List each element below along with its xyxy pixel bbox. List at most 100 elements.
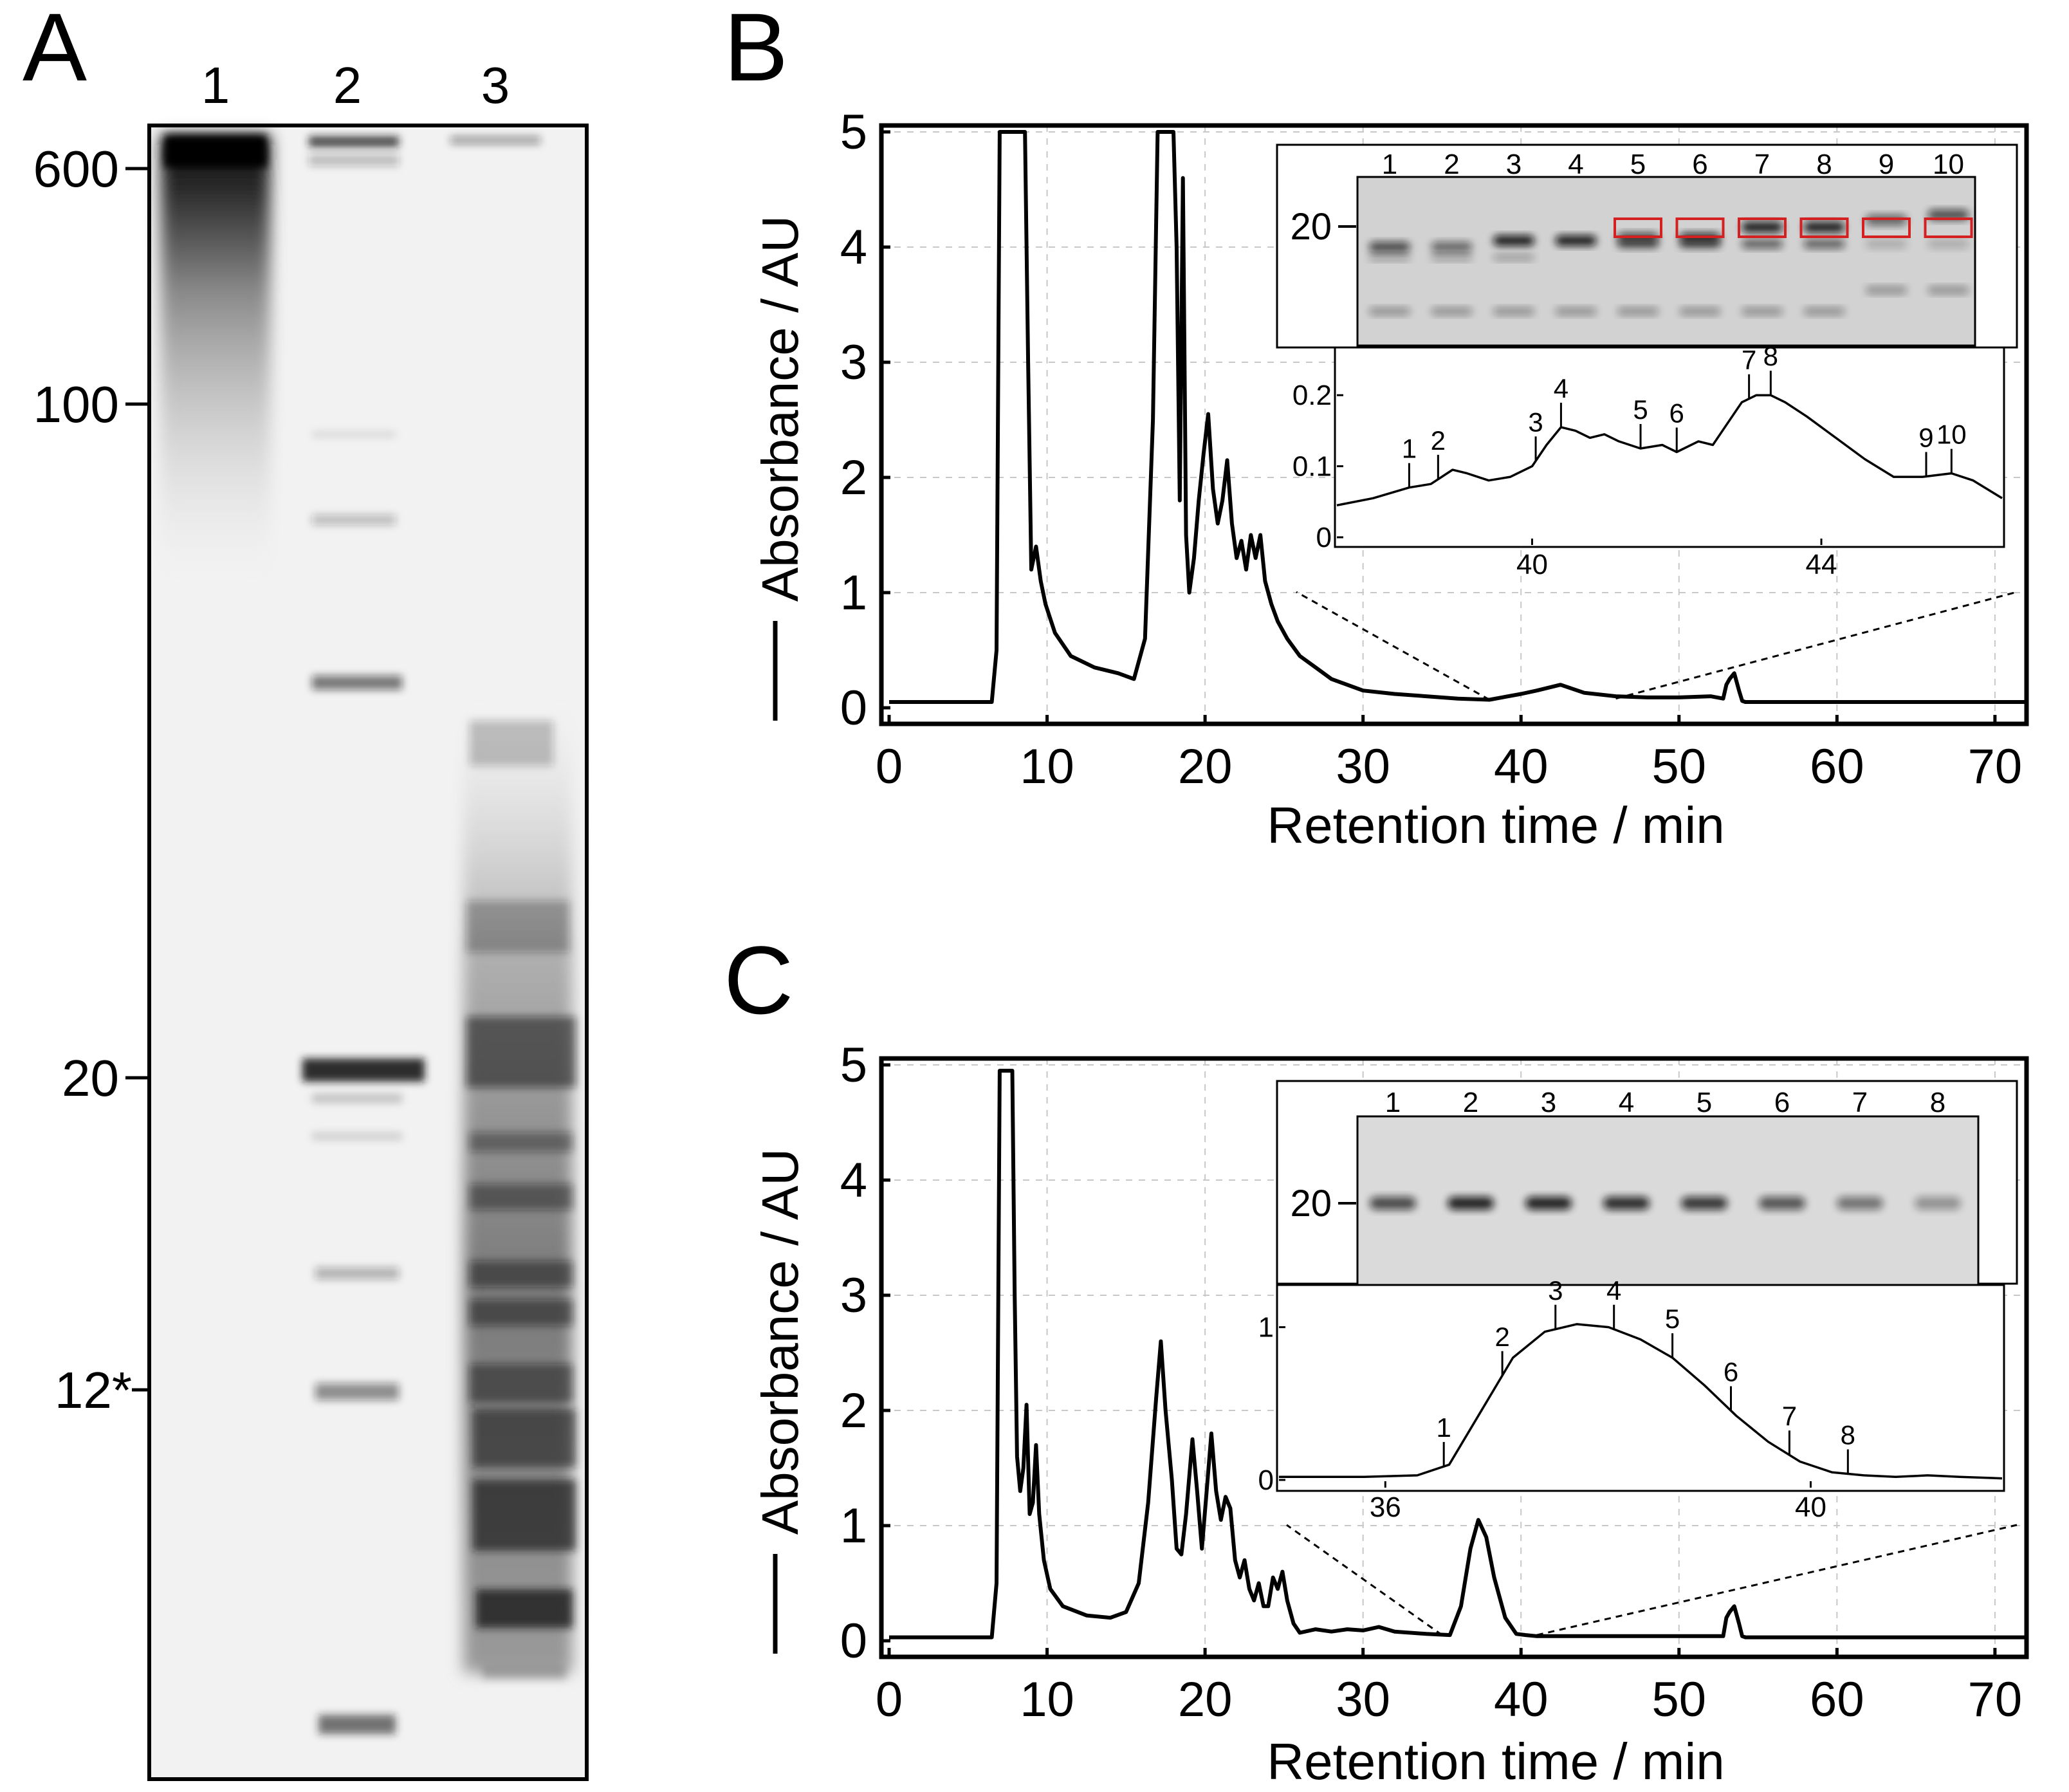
inset-x-tick-label: 36 bbox=[1370, 1492, 1401, 1523]
trace-inset-b-frame bbox=[1334, 346, 2005, 548]
x-tick-label: 20 bbox=[1178, 739, 1233, 794]
inset-y-tick-label: 0.2 bbox=[1292, 380, 1332, 411]
gel-band bbox=[312, 1132, 402, 1140]
gel-band bbox=[1369, 242, 1410, 252]
gel-band bbox=[470, 1364, 573, 1403]
chart-c-xlabel: Retention time / min bbox=[1267, 1733, 1724, 1790]
gel-band bbox=[1915, 1197, 1961, 1210]
gel-band bbox=[450, 136, 540, 144]
y-tick-label: 2 bbox=[840, 1383, 867, 1438]
gel-band bbox=[1369, 254, 1410, 261]
marker-label-12: 12* bbox=[55, 1362, 132, 1419]
x-tick-label: 40 bbox=[1494, 1672, 1549, 1727]
chart-c-frame bbox=[879, 1056, 2029, 1659]
fraction-label: 9 bbox=[1918, 422, 1933, 452]
trace-inset-c-ticks: 36 40 0 1 bbox=[1258, 1312, 1826, 1523]
gel-lane-label: 8 bbox=[1816, 149, 1832, 180]
chart-b-ylabel: Absorbance / AU bbox=[751, 216, 809, 602]
y-tick-label: 0 bbox=[840, 1614, 867, 1668]
zoom-line-left bbox=[1286, 1524, 1443, 1636]
gel-band bbox=[318, 1715, 396, 1734]
lane-label-3: 3 bbox=[481, 57, 510, 114]
gel-lane-label: 8 bbox=[1930, 1087, 1945, 1118]
y-tick-label: 2 bbox=[840, 450, 867, 505]
gel-highlight-box bbox=[1614, 217, 1662, 238]
gel-band bbox=[309, 136, 399, 147]
y-tick-label: 3 bbox=[840, 335, 867, 390]
gel-lane-label: 3 bbox=[1506, 149, 1522, 180]
fraction-label: 6 bbox=[1724, 1356, 1738, 1387]
gel-lane-label: 7 bbox=[1852, 1087, 1868, 1118]
inset-x-tick-label: 40 bbox=[1516, 549, 1548, 580]
gel-band bbox=[470, 1261, 573, 1287]
chart-c-gel-inset: 1 2 3 4 5 6 7 8 20 bbox=[1276, 1080, 2018, 1286]
y-tick-label: 4 bbox=[840, 1153, 867, 1208]
gel-lane-label: 1 bbox=[1385, 1087, 1401, 1118]
gel-inset-b-lanes: 1 2 3 4 5 6 7 8 9 10 bbox=[1369, 149, 1973, 315]
gel-band bbox=[1742, 308, 1783, 315]
x-tick-label: 10 bbox=[1020, 739, 1074, 794]
gel-highlight-box bbox=[1862, 217, 1911, 238]
y-tick-label: 1 bbox=[840, 1499, 867, 1553]
gel-lane-label: 6 bbox=[1774, 1087, 1790, 1118]
fraction-label: 5 bbox=[1665, 1304, 1680, 1334]
gel-lane-label: 2 bbox=[1463, 1087, 1478, 1118]
gel-lane-label: 1 bbox=[1382, 149, 1397, 180]
trace-inset-b-ticks: 40 44 0 0.1 0.2 bbox=[1292, 380, 1837, 580]
fraction-label: 3 bbox=[1548, 1275, 1563, 1306]
x-tick-label: 30 bbox=[1336, 1672, 1390, 1727]
x-tick-label: 50 bbox=[1652, 1672, 1707, 1727]
zoom-line-right bbox=[1615, 591, 2018, 700]
chart-c-zoom-lines bbox=[1286, 1524, 2018, 1636]
gel-band bbox=[1803, 222, 1845, 232]
panel-c-label: C bbox=[724, 926, 793, 1034]
y-tick-label: 5 bbox=[840, 1038, 867, 1093]
chart-b-trace-inset: 40 44 0 0.1 0.2 1 2 34 5 6 7 8 9 10 bbox=[1292, 341, 2005, 580]
gel-band bbox=[470, 1132, 573, 1152]
chart-b-zoom-lines bbox=[1296, 591, 2018, 701]
gel-band bbox=[302, 1058, 425, 1082]
gel-band bbox=[1431, 242, 1473, 252]
gel-a-lane1-smear bbox=[161, 135, 270, 586]
chart-b-frame bbox=[879, 123, 2029, 726]
gel-lane-label: 9 bbox=[1879, 149, 1894, 180]
fraction-label: 5 bbox=[1633, 394, 1648, 425]
fraction-label: 4 bbox=[1554, 373, 1568, 403]
gel-band bbox=[476, 1589, 573, 1628]
gel-lane-label: 7 bbox=[1754, 149, 1770, 180]
gel-lane-label: 2 bbox=[1444, 149, 1459, 180]
gel-band bbox=[1742, 239, 1783, 248]
x-tick-label: 50 bbox=[1652, 739, 1707, 794]
lane-label-2: 2 bbox=[333, 57, 362, 114]
inset-y-tick-label: 0 bbox=[1316, 522, 1332, 553]
fraction-label: 7 bbox=[1782, 1401, 1797, 1431]
fraction-label: 6 bbox=[1669, 398, 1684, 429]
fraction-label: 8 bbox=[1763, 341, 1778, 371]
gel-a-lane2 bbox=[302, 136, 425, 1734]
gel-lane-label: 6 bbox=[1692, 149, 1707, 180]
chart-c-trace bbox=[889, 1069, 2027, 1640]
gel-band bbox=[1679, 239, 1721, 248]
gel-band bbox=[1866, 286, 1907, 294]
fraction-label: 1 bbox=[1402, 434, 1417, 464]
gel-highlight-box bbox=[1924, 217, 1973, 238]
gel-lane-label: 4 bbox=[1568, 149, 1583, 180]
gel-band bbox=[1370, 1197, 1416, 1210]
gel-band bbox=[1617, 239, 1659, 248]
y-tick-label: 3 bbox=[840, 1268, 867, 1323]
trace-inset-c-fractions: 1 2 3 4 5 6 7 8 bbox=[1437, 1275, 1855, 1474]
gel-band bbox=[1555, 308, 1597, 315]
gel-highlight-box bbox=[1799, 217, 1849, 238]
gel-band bbox=[1681, 1197, 1727, 1210]
x-tick-label: 60 bbox=[1810, 1672, 1864, 1727]
gel-band bbox=[1759, 1197, 1805, 1210]
x-tick-label: 70 bbox=[1968, 1672, 2023, 1727]
gel-highlight-box bbox=[1738, 217, 1787, 238]
chart-c-trace-inset: 36 40 0 1 1 2 3 4 5 6 7 8 bbox=[1258, 1275, 2005, 1523]
